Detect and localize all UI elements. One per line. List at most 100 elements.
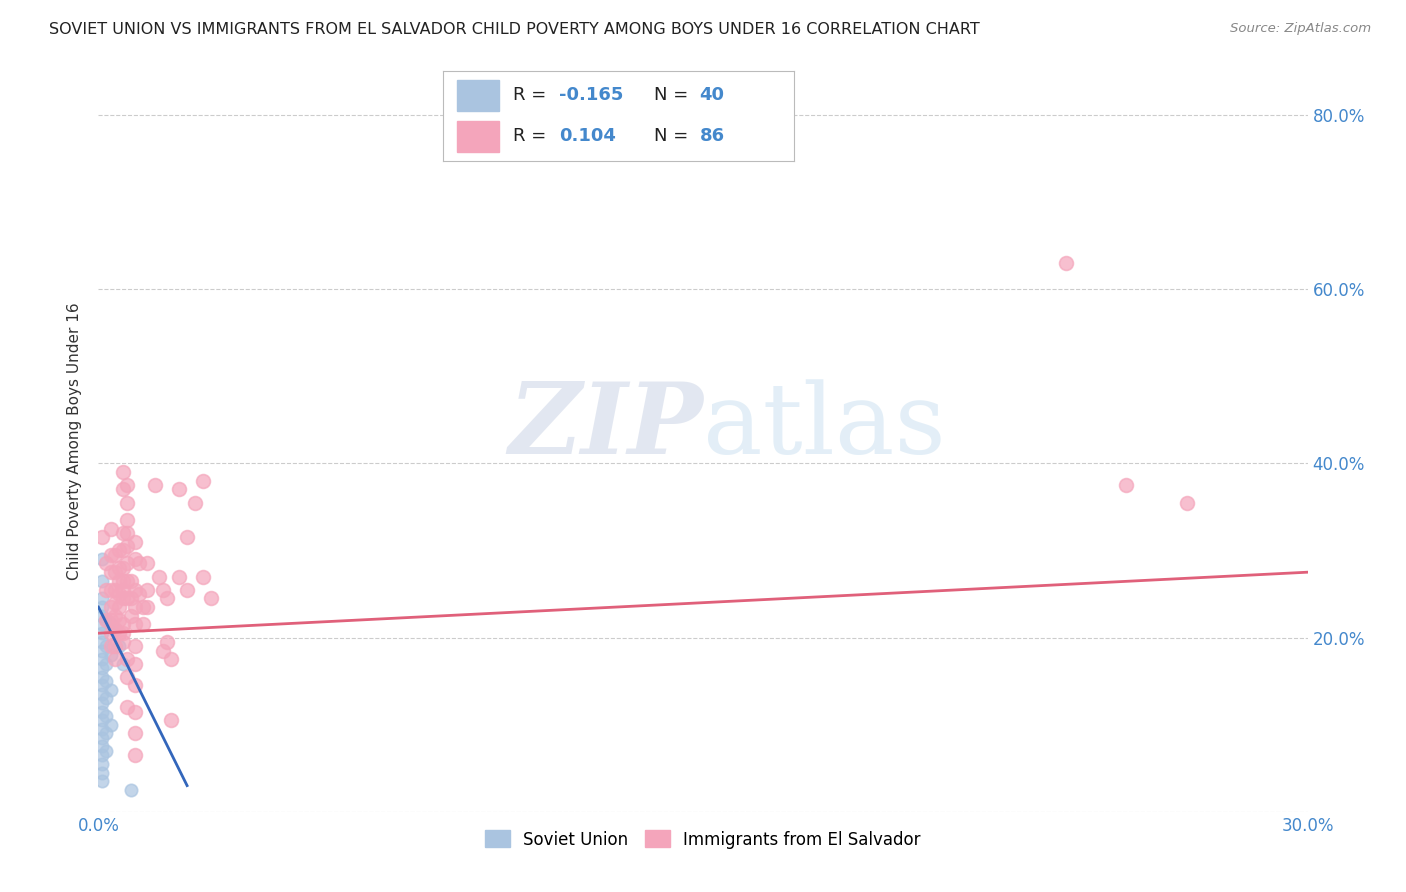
Text: 86: 86 bbox=[699, 128, 724, 145]
Point bbox=[111, 657, 134, 671]
Point bbox=[91, 530, 114, 544]
Point bbox=[91, 687, 114, 701]
Point bbox=[111, 483, 134, 497]
Point bbox=[100, 600, 122, 615]
Point bbox=[120, 783, 142, 797]
Point bbox=[132, 617, 155, 632]
Point bbox=[91, 705, 114, 719]
Point bbox=[100, 582, 122, 597]
Point bbox=[124, 582, 146, 597]
Point bbox=[96, 582, 118, 597]
Point bbox=[111, 635, 134, 649]
Point bbox=[103, 652, 125, 666]
Point bbox=[96, 639, 118, 653]
Point bbox=[91, 661, 114, 675]
Point bbox=[124, 748, 146, 763]
Point bbox=[115, 591, 138, 606]
Text: N =: N = bbox=[654, 87, 693, 104]
Point bbox=[103, 608, 125, 623]
Point bbox=[124, 726, 146, 740]
Point bbox=[115, 557, 138, 571]
Point bbox=[91, 731, 114, 745]
Point bbox=[100, 613, 122, 627]
Text: R =: R = bbox=[513, 87, 553, 104]
Point bbox=[111, 626, 134, 640]
Text: R =: R = bbox=[513, 128, 558, 145]
Point bbox=[91, 591, 114, 606]
Point bbox=[160, 652, 183, 666]
Point bbox=[111, 617, 134, 632]
Point bbox=[91, 765, 114, 780]
Point bbox=[91, 617, 114, 632]
Point bbox=[91, 722, 114, 736]
Point bbox=[91, 608, 114, 623]
Point bbox=[96, 691, 118, 706]
Text: N =: N = bbox=[654, 128, 693, 145]
Point bbox=[115, 478, 138, 492]
Point bbox=[120, 574, 142, 588]
Point bbox=[167, 569, 190, 583]
Point bbox=[91, 552, 114, 566]
Point bbox=[115, 652, 138, 666]
Point bbox=[111, 543, 134, 558]
Text: Source: ZipAtlas.com: Source: ZipAtlas.com bbox=[1230, 22, 1371, 36]
Point bbox=[91, 696, 114, 710]
Point bbox=[156, 635, 179, 649]
Point bbox=[132, 600, 155, 615]
Point bbox=[107, 600, 129, 615]
Point bbox=[152, 582, 174, 597]
Point bbox=[115, 700, 138, 714]
Point bbox=[100, 548, 122, 562]
Point bbox=[128, 587, 150, 601]
Point bbox=[100, 639, 122, 653]
Point bbox=[96, 709, 118, 723]
Point bbox=[96, 744, 118, 758]
Point bbox=[91, 574, 114, 588]
Point bbox=[148, 569, 170, 583]
Point bbox=[107, 543, 129, 558]
Text: -0.165: -0.165 bbox=[560, 87, 623, 104]
Point bbox=[115, 495, 138, 509]
Point bbox=[135, 557, 157, 571]
Y-axis label: Child Poverty Among Boys Under 16: Child Poverty Among Boys Under 16 bbox=[67, 302, 83, 581]
Point bbox=[176, 530, 198, 544]
Point bbox=[100, 565, 122, 579]
Point bbox=[100, 648, 122, 662]
Point bbox=[91, 739, 114, 754]
Point bbox=[107, 613, 129, 627]
Point bbox=[193, 569, 215, 583]
Point bbox=[124, 657, 146, 671]
Point bbox=[115, 670, 138, 684]
Point bbox=[107, 561, 129, 575]
Point bbox=[135, 582, 157, 597]
Point bbox=[107, 626, 129, 640]
Point bbox=[100, 717, 122, 731]
Point bbox=[193, 474, 215, 488]
Point bbox=[91, 756, 114, 771]
Text: 40: 40 bbox=[699, 87, 724, 104]
Point bbox=[124, 639, 146, 653]
Point bbox=[103, 622, 125, 636]
Point bbox=[100, 682, 122, 697]
Point bbox=[115, 539, 138, 553]
Point bbox=[124, 534, 146, 549]
Point bbox=[91, 643, 114, 657]
Point bbox=[107, 639, 129, 653]
Point bbox=[111, 526, 134, 541]
Point bbox=[100, 617, 122, 632]
Point bbox=[1175, 495, 1198, 509]
Point bbox=[111, 561, 134, 575]
Point bbox=[91, 713, 114, 727]
Point bbox=[91, 626, 114, 640]
Point bbox=[103, 639, 125, 653]
Point bbox=[111, 591, 134, 606]
Point bbox=[124, 678, 146, 692]
Point bbox=[115, 574, 138, 588]
Point bbox=[1115, 478, 1137, 492]
Point bbox=[96, 657, 118, 671]
Point bbox=[124, 705, 146, 719]
Point bbox=[96, 674, 118, 689]
Point bbox=[124, 552, 146, 566]
Point bbox=[100, 522, 122, 536]
Point bbox=[91, 670, 114, 684]
